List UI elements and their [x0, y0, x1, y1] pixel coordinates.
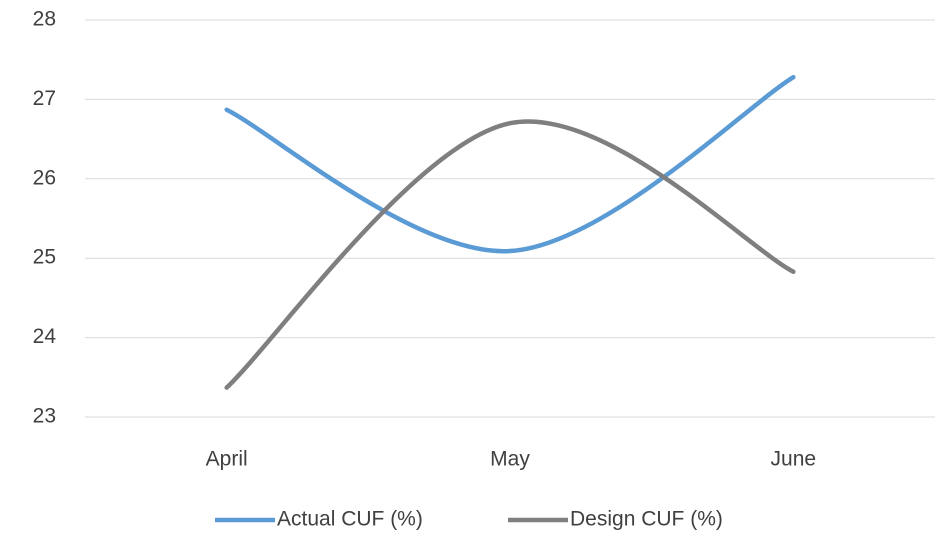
series-line	[224, 119, 796, 390]
x-tick-label: April	[206, 448, 248, 471]
y-tick-label: 25	[33, 246, 56, 269]
y-tick-label: 27	[33, 87, 56, 110]
x-tick-label: June	[771, 448, 817, 471]
y-tick-label: 24	[33, 325, 57, 348]
series-line	[224, 74, 796, 254]
y-tick-label: 26	[33, 166, 56, 189]
x-tick-label: May	[490, 448, 530, 471]
legend-label: Actual CUF (%)	[277, 508, 423, 531]
y-tick-label: 23	[33, 405, 56, 428]
legend-label: Design CUF (%)	[570, 508, 723, 531]
y-tick-label: 28	[33, 8, 56, 31]
